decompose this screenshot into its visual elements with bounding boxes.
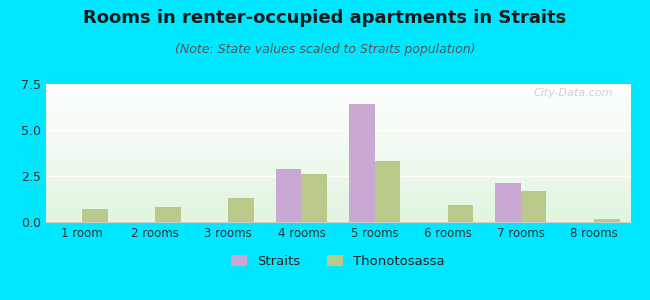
Bar xyxy=(228,198,254,222)
Legend: Straits, Thonotosassa: Straits, Thonotosassa xyxy=(226,250,450,273)
Text: (Note: State values scaled to Straits population): (Note: State values scaled to Straits po… xyxy=(175,44,475,56)
Bar xyxy=(302,174,327,222)
Bar xyxy=(276,169,302,222)
Bar xyxy=(448,206,473,222)
Bar xyxy=(594,219,619,222)
Bar xyxy=(521,191,547,222)
Bar xyxy=(82,209,108,222)
Bar xyxy=(349,104,374,222)
Text: Rooms in renter-occupied apartments in Straits: Rooms in renter-occupied apartments in S… xyxy=(83,9,567,27)
Bar xyxy=(495,183,521,222)
Bar xyxy=(155,207,181,222)
Text: City-Data.com: City-Data.com xyxy=(534,88,613,98)
Bar xyxy=(374,161,400,222)
